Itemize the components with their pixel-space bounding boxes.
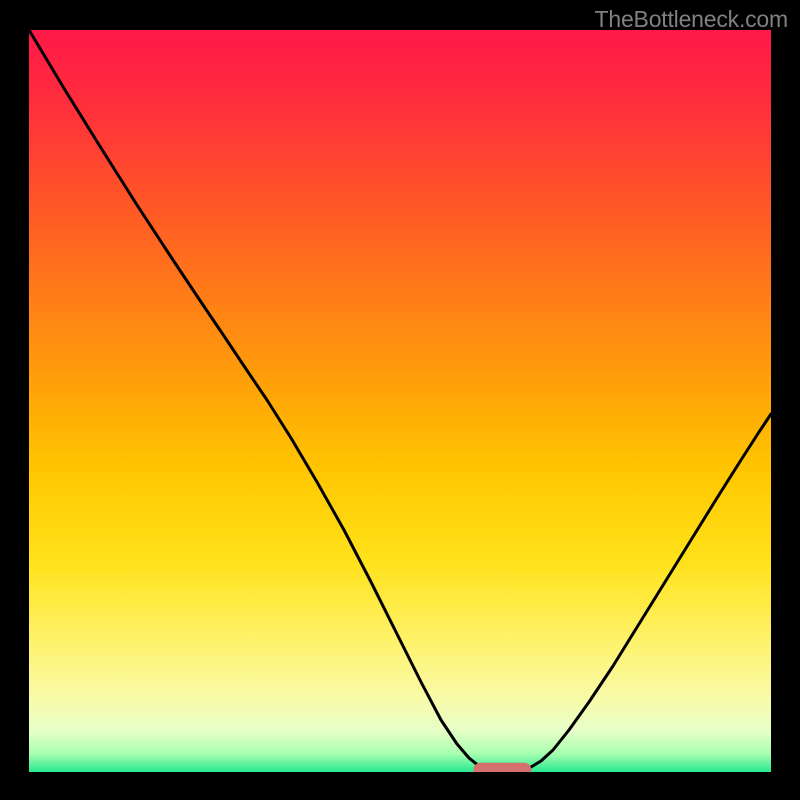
frame: TheBottleneck.com — [0, 0, 800, 800]
watermark-text: TheBottleneck.com — [595, 6, 788, 33]
gradient-bg — [29, 30, 771, 772]
chart-svg — [29, 30, 771, 772]
optimal-marker — [473, 763, 531, 772]
plot-area — [29, 30, 771, 772]
